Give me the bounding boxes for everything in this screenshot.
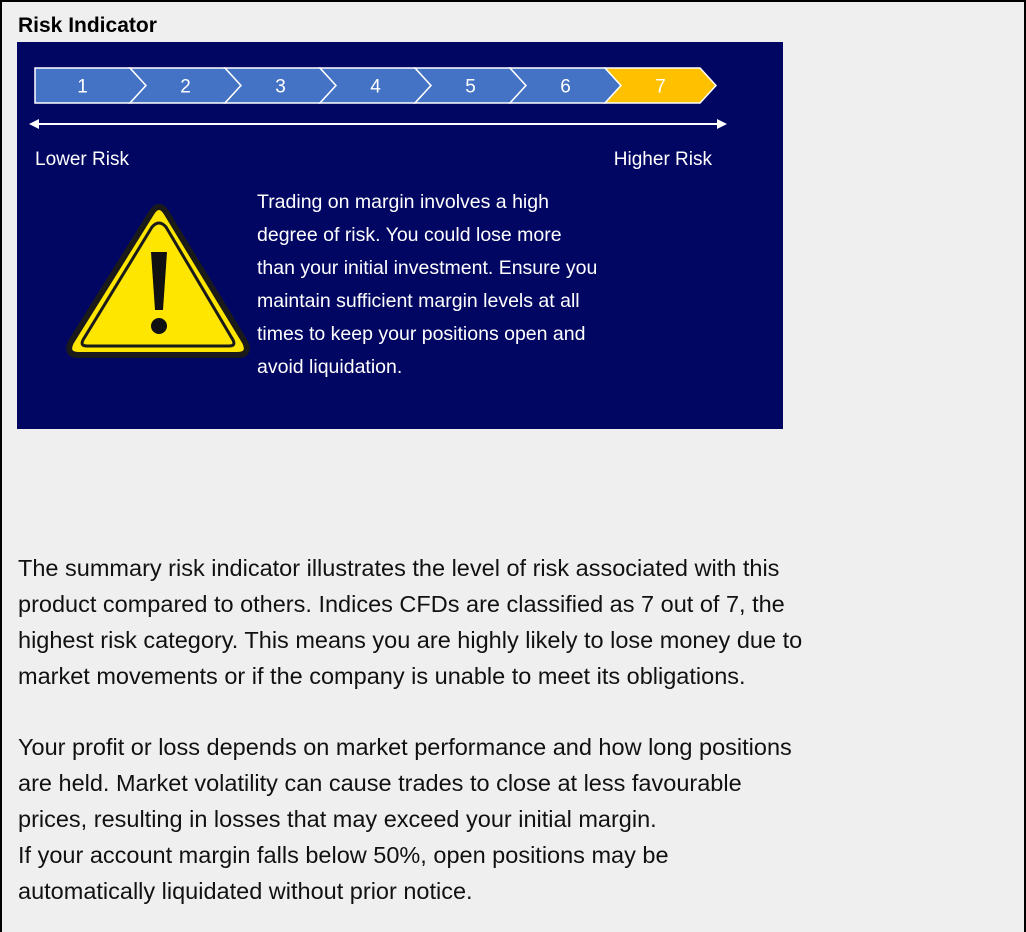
text-line: automatically liquidated without prior n… — [18, 878, 473, 904]
risk-step-label: 2 — [180, 77, 191, 98]
warning-line: than your initial investment. Ensure you — [257, 257, 597, 279]
risk-step — [603, 67, 718, 104]
risk-panel: 1 2 3 4 5 6 7 Lower Risk Higher Risk Trading o… — [17, 42, 783, 429]
risk-step — [34, 67, 148, 104]
text-line: are held. Market volatility can cause tr… — [18, 770, 742, 796]
risk-step-label: 7 — [655, 77, 666, 98]
warning-line: Trading on margin involves a high — [257, 191, 549, 213]
text-line: Your profit or loss depends on market pe… — [18, 734, 792, 760]
risk-step-label: 5 — [465, 77, 476, 98]
risk-step-label: 3 — [275, 77, 286, 98]
title: Risk Indicator — [18, 14, 157, 37]
paragraph: The summary risk indicator illustrates t… — [18, 550, 802, 694]
risk-scale: 1 2 3 4 5 6 7 — [34, 67, 718, 104]
higher-label: Higher Risk — [614, 149, 713, 170]
warning-line: maintain sufficient margin levels at all — [257, 290, 580, 312]
warning-line: times to keep your positions open and — [257, 323, 585, 345]
risk-step-label: 4 — [370, 77, 381, 98]
risk-step-label: 6 — [560, 77, 571, 98]
risk-step-label: 1 — [77, 77, 88, 98]
text-line: If your account margin falls below 50%, … — [18, 842, 669, 868]
warning-text: Trading on margin involves a high degree … — [257, 191, 597, 378]
arrow-head — [717, 119, 727, 129]
paragraph: Your profit or loss depends on market pe… — [18, 729, 792, 909]
text-line: prices, resulting in losses that may exc… — [18, 806, 657, 832]
warning-line: degree of risk. You could lose more — [257, 224, 562, 246]
warning-icon — [66, 204, 250, 358]
text-line: market movements or if the company is un… — [18, 663, 746, 689]
text-line: highest risk category. This means you ar… — [18, 627, 803, 653]
warning-line: avoid liquidation. — [257, 356, 402, 378]
text-line: The summary risk indicator illustrates t… — [18, 555, 780, 581]
text-line: product compared to others. Indices CFDs… — [18, 591, 785, 617]
lower-label: Lower Risk — [35, 149, 129, 170]
arrow-head — [29, 119, 39, 129]
